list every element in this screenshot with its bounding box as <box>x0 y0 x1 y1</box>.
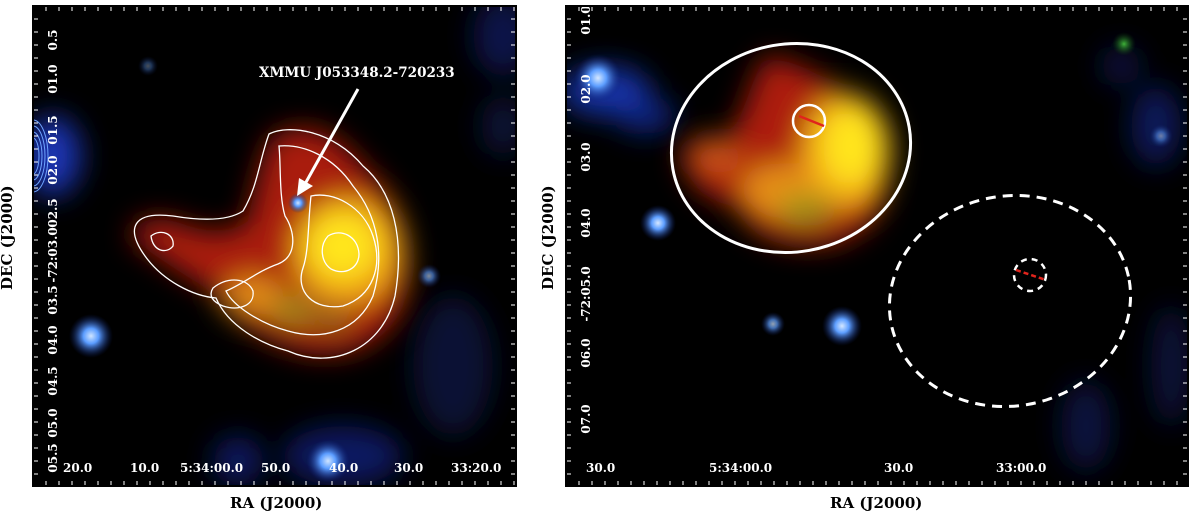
right-xray-image <box>566 6 1188 486</box>
x-tick-label: 5:34:00.0 <box>709 461 773 475</box>
point-source-blue <box>69 314 113 358</box>
y-tick-label: 02.0 <box>579 74 593 104</box>
point-source-blue <box>1149 124 1173 148</box>
y-tick-label: 04.5 <box>46 366 60 396</box>
point-source-green <box>1112 32 1136 56</box>
annotation-arrow <box>297 88 360 196</box>
source-inner-circle <box>791 103 827 139</box>
background-ellipse <box>887 193 1133 409</box>
point-sources <box>574 32 1173 346</box>
point-source-blue <box>640 205 676 241</box>
source-region <box>669 41 913 255</box>
point-source-blue <box>417 264 441 288</box>
background-inner-circle <box>1012 257 1048 293</box>
contour-outer <box>134 129 400 359</box>
y-tick-label: 01.0 <box>46 64 60 94</box>
x-tick-label: 40.0 <box>329 461 359 475</box>
left-xray-image <box>33 6 516 486</box>
x-tick-label: 33:20.0 <box>451 461 502 475</box>
x-tick-label: 10.0 <box>130 461 160 475</box>
y-tick-label: 03.5 <box>46 285 60 315</box>
x-tick-label: 50.0 <box>261 461 291 475</box>
left-image-panel: XMMU J053348.2-720233 20.0 10.0 5:34:00.… <box>33 6 516 486</box>
y-tick-label: 07.0 <box>579 404 593 434</box>
right-image-panel: 30.0 5:34:00.0 30.0 33:00.0 01.0 02.0 03… <box>566 6 1188 486</box>
x-tick-label: 33:00.0 <box>996 461 1047 475</box>
remnant-emission <box>132 128 409 355</box>
x-tick-label: 5:34:00.0 <box>180 461 244 475</box>
left-x-axis-title: RA (J2000) <box>230 494 323 512</box>
right-x-axis-title: RA (J2000) <box>830 494 923 512</box>
y-tick-label: 05.0 <box>46 408 60 438</box>
y-tick-label: 02.0 <box>46 155 60 185</box>
radio-contours <box>134 129 400 359</box>
y-tick-label: -72:05.0 <box>579 266 593 322</box>
background-region <box>887 193 1133 409</box>
background-position-marker <box>1015 268 1047 282</box>
point-source-blue <box>574 54 622 102</box>
y-tick-label: 05.5 <box>46 443 60 473</box>
edge-contours <box>33 119 49 193</box>
left-y-axis-title: DEC (J2000) <box>0 185 16 290</box>
y-tick-label: 0.5 <box>46 29 60 51</box>
contour-5 <box>210 279 254 309</box>
contour-6 <box>150 231 174 252</box>
x-tick-label: 20.0 <box>63 461 93 475</box>
contour-2 <box>225 145 380 336</box>
y-tick-label: 01.5 <box>46 115 60 145</box>
remnant-emission <box>681 56 891 246</box>
y-tick-label: 01.0 <box>579 6 593 35</box>
right-y-axis-title: DEC (J2000) <box>539 185 557 290</box>
x-tick-label: 30.0 <box>884 461 914 475</box>
source-position-marker <box>798 114 825 128</box>
source-ellipse <box>669 41 913 255</box>
y-tick-label: -72:03.0 <box>46 227 60 283</box>
point-source-blue <box>822 306 862 346</box>
y-tick-label: 03.0 <box>579 142 593 172</box>
y-tick-label: 04.0 <box>46 325 60 355</box>
x-tick-label: 30.0 <box>394 461 424 475</box>
point-source-blue <box>138 56 158 76</box>
point-source-blue <box>288 193 308 213</box>
y-tick-label: 06.0 <box>579 338 593 368</box>
point-source-blue <box>306 439 350 483</box>
y-tick-label: 04.0 <box>579 208 593 238</box>
point-sources <box>69 56 441 483</box>
contour-3 <box>300 194 378 308</box>
source-annotation: XMMU J053348.2-720233 <box>259 65 455 81</box>
point-source-blue <box>761 312 785 336</box>
x-tick-label: 30.0 <box>586 461 616 475</box>
contour-4 <box>321 232 360 273</box>
